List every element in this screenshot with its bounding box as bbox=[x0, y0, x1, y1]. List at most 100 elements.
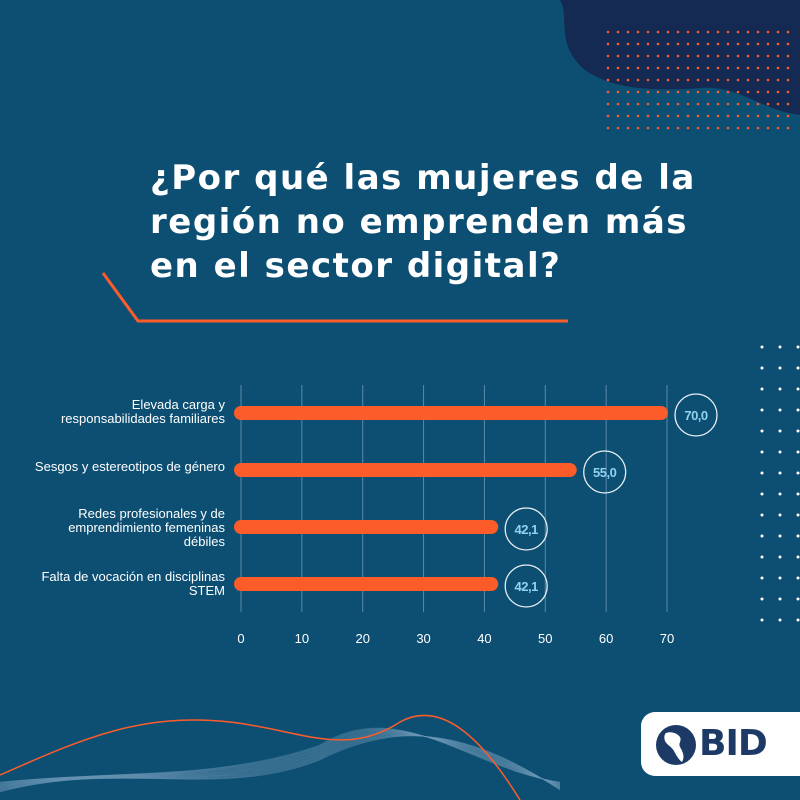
decor-dot bbox=[636, 78, 640, 82]
decor-dot bbox=[606, 126, 610, 130]
decor-dot bbox=[796, 429, 800, 433]
decor-dot bbox=[746, 54, 750, 58]
decor-dot bbox=[716, 66, 720, 70]
decor-dot bbox=[686, 102, 690, 106]
wave-line bbox=[0, 735, 561, 792]
decor-dot bbox=[746, 90, 750, 94]
wave-line bbox=[0, 730, 561, 785]
decor-dot bbox=[656, 114, 660, 118]
decor-dot bbox=[760, 555, 764, 559]
page-title: ¿Por qué las mujeres de la región no emp… bbox=[150, 158, 696, 286]
corner-shape bbox=[560, 0, 800, 115]
decor-dot bbox=[696, 114, 700, 118]
value-label: 70,0 bbox=[684, 408, 708, 423]
decor-dot bbox=[626, 102, 630, 106]
decor-dot bbox=[706, 114, 710, 118]
orange-curve bbox=[0, 714, 521, 800]
decor-dot bbox=[760, 534, 764, 538]
decor-dot bbox=[778, 366, 782, 370]
wave-line bbox=[0, 734, 561, 791]
decor-dot bbox=[636, 114, 640, 118]
decor-dot bbox=[760, 597, 764, 601]
decor-dot bbox=[666, 114, 670, 118]
decor-dot bbox=[666, 66, 670, 70]
decor-dot bbox=[686, 30, 690, 34]
decor-dot bbox=[786, 30, 790, 34]
decor-dot bbox=[796, 597, 800, 601]
wave-line bbox=[0, 733, 561, 789]
decor-dot bbox=[736, 30, 740, 34]
decor-dot bbox=[676, 78, 680, 82]
decor-dot bbox=[756, 78, 760, 82]
decor-dot bbox=[656, 66, 660, 70]
value-badge bbox=[583, 450, 627, 494]
decor-dot bbox=[736, 90, 740, 94]
wave-line bbox=[0, 733, 561, 788]
decor-dot bbox=[756, 126, 760, 130]
decor-dot bbox=[786, 126, 790, 130]
decor-dot bbox=[786, 42, 790, 46]
decor-dot bbox=[778, 471, 782, 475]
decor-dot bbox=[636, 126, 640, 130]
decor-dot bbox=[746, 30, 750, 34]
decor-dot bbox=[760, 492, 764, 496]
x-tick-label: 30 bbox=[416, 631, 430, 646]
decor-dot bbox=[778, 387, 782, 391]
decor-dot bbox=[776, 102, 780, 106]
decor-dot bbox=[686, 114, 690, 118]
wave-line bbox=[0, 732, 561, 788]
decor-dot bbox=[778, 555, 782, 559]
value-label: 42,1 bbox=[515, 579, 539, 594]
decor-dot bbox=[766, 30, 770, 34]
wave-line bbox=[0, 735, 561, 792]
decor-dot bbox=[778, 576, 782, 580]
decor-dot bbox=[646, 78, 650, 82]
decor-dot bbox=[760, 618, 764, 622]
decor-dot bbox=[686, 66, 690, 70]
decor-dot bbox=[616, 102, 620, 106]
wave-line bbox=[0, 734, 561, 790]
decor-dot bbox=[696, 54, 700, 58]
decor-dot bbox=[616, 78, 620, 82]
wave-line bbox=[0, 728, 561, 783]
decor-dot bbox=[766, 102, 770, 106]
decor-dot bbox=[726, 78, 730, 82]
decor-dot bbox=[796, 492, 800, 496]
decor-dot bbox=[606, 54, 610, 58]
decor-dot bbox=[778, 618, 782, 622]
decor-dot bbox=[736, 78, 740, 82]
decor-dot bbox=[736, 102, 740, 106]
decor-dot bbox=[778, 513, 782, 517]
decor-dot bbox=[766, 114, 770, 118]
decor-dot bbox=[778, 597, 782, 601]
decor-dot bbox=[746, 78, 750, 82]
decor-dot bbox=[776, 90, 780, 94]
decor-dot bbox=[746, 102, 750, 106]
wave-line bbox=[0, 733, 561, 789]
decor-dot bbox=[726, 66, 730, 70]
category-label: Sesgos y estereotipos de género bbox=[34, 459, 225, 474]
decor-dot bbox=[666, 30, 670, 34]
dot-pattern-right bbox=[760, 345, 800, 622]
x-tick-label: 70 bbox=[660, 631, 674, 646]
decor-dot bbox=[646, 42, 650, 46]
decor-dot bbox=[796, 555, 800, 559]
decor-dot bbox=[616, 54, 620, 58]
wave-line bbox=[0, 732, 561, 788]
decor-dot bbox=[676, 54, 680, 58]
decor-dot bbox=[636, 90, 640, 94]
decor-dot bbox=[666, 54, 670, 58]
decor-dot bbox=[666, 102, 670, 106]
decor-dot bbox=[766, 126, 770, 130]
category-label: Redes profesionales y de emprendimiento … bbox=[68, 506, 225, 549]
x-tick-label: 10 bbox=[295, 631, 309, 646]
decor-dot bbox=[760, 387, 764, 391]
decor-dot bbox=[776, 54, 780, 58]
value-label: 42,1 bbox=[515, 522, 539, 537]
decor-dot bbox=[716, 30, 720, 34]
decor-dot bbox=[726, 30, 730, 34]
decor-dot bbox=[796, 576, 800, 580]
decor-dot bbox=[760, 366, 764, 370]
decor-dot bbox=[726, 126, 730, 130]
